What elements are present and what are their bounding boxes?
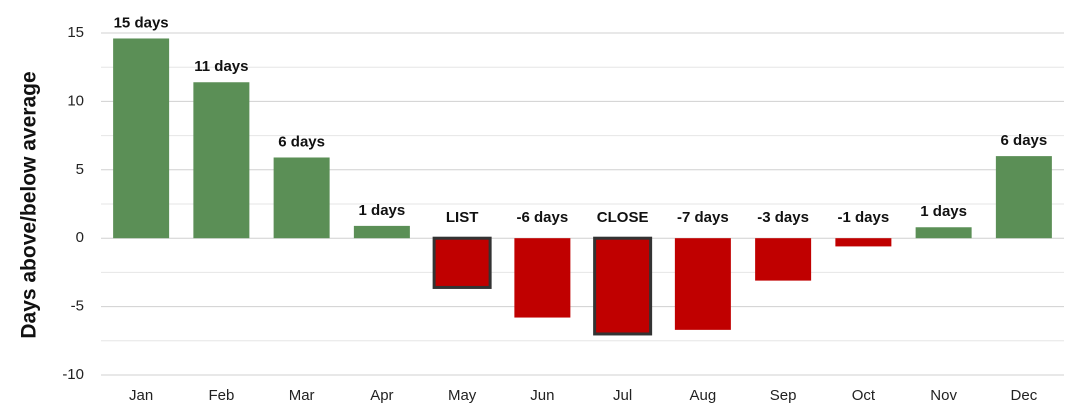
y-axis-title: Days above/below average (18, 71, 41, 338)
value-label: 1 days (359, 202, 406, 219)
x-tick-label: Nov (930, 387, 957, 404)
y-tick-label: 0 (76, 229, 84, 246)
y-tick-label: 10 (67, 92, 84, 109)
y-tick-label: -5 (71, 298, 84, 315)
x-tick-label: Feb (208, 387, 234, 404)
x-tick-label: Jun (530, 387, 554, 404)
bar (113, 38, 170, 239)
bar (273, 157, 330, 239)
value-label: LIST (446, 209, 479, 226)
value-label: -7 days (677, 209, 729, 226)
x-tick-label: Jul (613, 387, 632, 404)
value-label: 6 days (1001, 132, 1048, 149)
y-tick-label: 15 (67, 24, 84, 41)
value-label: 6 days (278, 133, 325, 150)
bar (755, 238, 812, 281)
x-tick-label: Aug (690, 387, 717, 404)
x-tick-label: Sep (770, 387, 797, 404)
bar (674, 238, 731, 330)
x-tick-label: Dec (1011, 387, 1038, 404)
y-tick-label: -10 (62, 366, 84, 383)
x-tick-label: Apr (370, 387, 393, 404)
x-tick-label: Jan (129, 387, 153, 404)
bar (593, 236, 653, 336)
bar (995, 156, 1052, 239)
value-label: 11 days (194, 58, 248, 75)
value-label: -1 days (838, 209, 890, 226)
value-label: 15 days (114, 14, 169, 31)
bar (835, 238, 892, 247)
value-label: CLOSE (597, 209, 649, 226)
value-label: -6 days (517, 209, 569, 226)
value-label: -3 days (757, 209, 809, 226)
bar (915, 227, 972, 239)
value-label: 1 days (920, 203, 967, 220)
bar (514, 238, 571, 318)
bar (193, 82, 250, 239)
bar (432, 236, 492, 289)
x-tick-label: Mar (289, 387, 315, 404)
x-tick-label: Oct (852, 387, 876, 404)
x-tick-label: May (448, 387, 477, 404)
y-tick-label: 5 (76, 161, 84, 178)
bar (353, 225, 410, 239)
